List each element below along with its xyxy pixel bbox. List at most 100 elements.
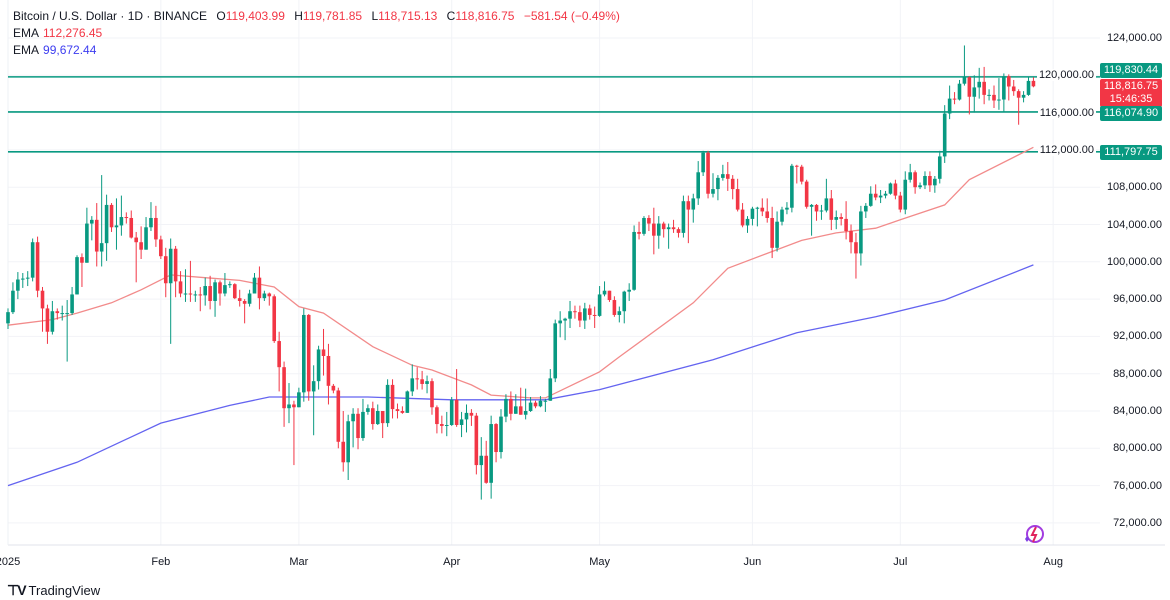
candle-down[interactable]: [799, 164, 804, 185]
candle-down[interactable]: [232, 283, 237, 300]
candle-up[interactable]: [775, 211, 779, 252]
candle-up[interactable]: [479, 437, 484, 500]
ema-fast-legend[interactable]: EMA 112,276.45: [13, 26, 103, 40]
candle-up[interactable]: [144, 217, 148, 250]
candle-up[interactable]: [351, 408, 355, 448]
candle-up[interactable]: [99, 175, 104, 267]
candle-down[interactable]: [336, 387, 341, 449]
candle-up[interactable]: [918, 182, 922, 190]
candle-down[interactable]: [454, 369, 459, 427]
candle-up[interactable]: [70, 286, 74, 315]
candle-down[interactable]: [854, 232, 858, 279]
candle-up[interactable]: [656, 216, 661, 249]
candle-up[interactable]: [721, 164, 725, 181]
candle-up[interactable]: [30, 238, 35, 282]
candle-down[interactable]: [380, 411, 385, 439]
candle-up[interactable]: [459, 411, 464, 438]
candle-up[interactable]: [602, 281, 607, 297]
candle-down[interactable]: [725, 162, 730, 191]
symbol-title[interactable]: Bitcoin / U.S. Dollar · 1D · BINANCE: [13, 9, 208, 23]
candle-up[interactable]: [444, 411, 449, 437]
candle-down[interactable]: [173, 245, 178, 298]
candle-up[interactable]: [563, 317, 567, 341]
candle-up[interactable]: [223, 272, 227, 297]
candle-up[interactable]: [425, 375, 429, 394]
candle-up[interactable]: [405, 390, 410, 413]
candle-down[interactable]: [474, 412, 479, 475]
candle-down[interactable]: [242, 299, 247, 324]
candle-down[interactable]: [839, 213, 843, 226]
candle-down[interactable]: [94, 203, 99, 267]
candle-down[interactable]: [208, 275, 212, 310]
candle-down[interactable]: [587, 304, 592, 320]
candle-down[interactable]: [267, 292, 272, 306]
candle-up[interactable]: [311, 365, 316, 436]
candle-down[interactable]: [430, 378, 434, 415]
candle-up[interactable]: [543, 398, 548, 412]
candle-down[interactable]: [198, 286, 203, 312]
candle-down[interactable]: [306, 314, 311, 401]
candle-down[interactable]: [139, 226, 143, 260]
candle-down[interactable]: [661, 221, 666, 238]
candle-down[interactable]: [435, 405, 439, 434]
candle-down[interactable]: [814, 203, 819, 221]
candle-up[interactable]: [1002, 73, 1006, 112]
candle-up[interactable]: [878, 189, 883, 204]
candle-up[interactable]: [252, 272, 257, 294]
candle-up[interactable]: [923, 171, 927, 190]
candle-down[interactable]: [124, 212, 129, 224]
candle-up[interactable]: [666, 223, 671, 249]
candle-up[interactable]: [25, 271, 30, 287]
candle-up[interactable]: [785, 202, 789, 215]
candle-down[interactable]: [420, 370, 424, 390]
candle-down[interactable]: [509, 391, 513, 421]
candle-down[interactable]: [607, 290, 612, 302]
candle-down[interactable]: [770, 206, 774, 259]
candle-down[interactable]: [913, 170, 917, 194]
candle-up[interactable]: [859, 205, 863, 266]
candle-down[interactable]: [282, 361, 286, 427]
candle-up[interactable]: [903, 171, 908, 215]
candle-up[interactable]: [888, 182, 893, 195]
candle-down[interactable]: [573, 305, 577, 319]
candle-up[interactable]: [85, 207, 89, 263]
candle-up[interactable]: [297, 387, 301, 408]
candle-down[interactable]: [1016, 89, 1021, 125]
candle-up[interactable]: [790, 163, 794, 213]
candle-up[interactable]: [75, 255, 79, 295]
candle-up[interactable]: [997, 78, 1001, 110]
candle-down[interactable]: [494, 423, 498, 463]
lightning-icon[interactable]: [1021, 523, 1047, 547]
tradingview-logo[interactable]: ⊤V TradingView: [7, 582, 100, 599]
candle-down[interactable]: [849, 224, 853, 254]
candle-down[interactable]: [765, 198, 770, 223]
candle-down[interactable]: [390, 379, 395, 419]
candle-down[interactable]: [804, 179, 809, 209]
candle-up[interactable]: [642, 216, 646, 236]
candle-up[interactable]: [937, 150, 942, 184]
candle-up[interactable]: [528, 397, 533, 412]
candle-down[interactable]: [163, 247, 168, 298]
candle-up[interactable]: [627, 283, 631, 301]
candle-up[interactable]: [809, 203, 814, 236]
candle-up[interactable]: [114, 198, 119, 250]
candle-up[interactable]: [302, 308, 306, 402]
candle-up[interactable]: [908, 163, 912, 183]
candle-up[interactable]: [583, 302, 587, 329]
candle-up[interactable]: [11, 282, 15, 315]
candle-down[interactable]: [45, 304, 50, 344]
candle-up[interactable]: [193, 290, 198, 302]
candle-up[interactable]: [972, 75, 977, 113]
candle-up[interactable]: [834, 210, 839, 230]
candle-down[interactable]: [518, 387, 523, 415]
candle-up[interactable]: [947, 85, 952, 120]
candle-up[interactable]: [287, 383, 291, 424]
candle-up[interactable]: [1021, 91, 1026, 103]
candle-up[interactable]: [745, 216, 750, 233]
candle-down[interactable]: [55, 308, 60, 320]
candle-down[interactable]: [395, 403, 400, 419]
candle-down[interactable]: [331, 383, 336, 394]
candle-up[interactable]: [523, 388, 528, 420]
candle-up[interactable]: [617, 306, 622, 323]
candle-down[interactable]: [652, 207, 656, 255]
